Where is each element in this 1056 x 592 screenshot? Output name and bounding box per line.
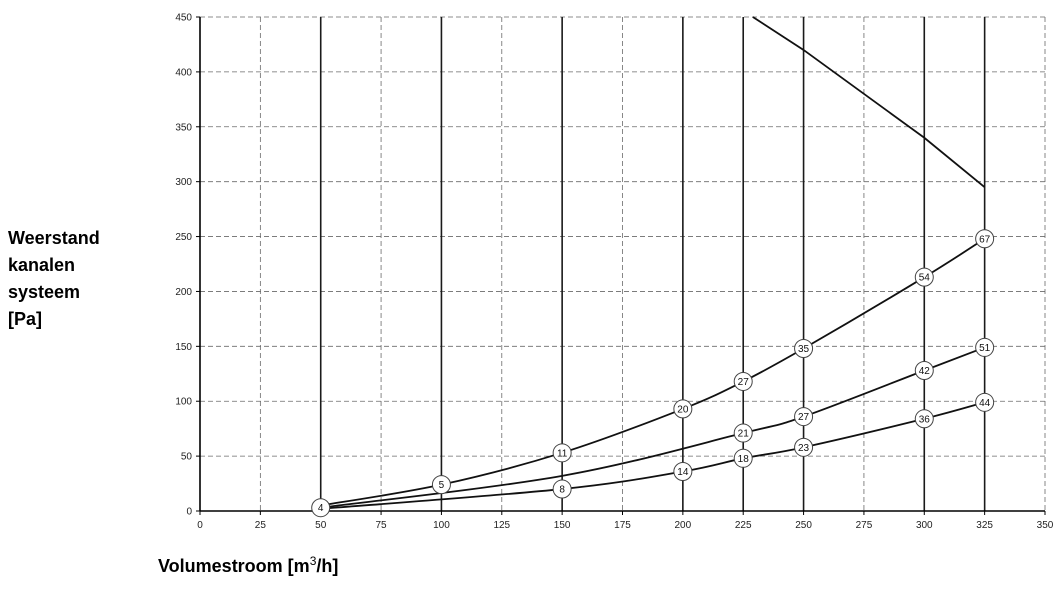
marker-label: 11 <box>557 448 568 459</box>
series-lines <box>320 237 986 510</box>
marker-circle <box>914 360 934 380</box>
x-tick-label-0: 0 <box>197 520 203 531</box>
marker-3: 11 <box>552 443 572 463</box>
value-markers: 4 5 11 20 27 35 54 67 21 27 42 51 8 14 18 23 36 44 <box>311 229 995 518</box>
marker-circle <box>914 267 934 287</box>
marker-2: 5 <box>431 475 451 495</box>
marker-label: 21 <box>738 429 750 440</box>
series-line-3 <box>320 401 985 510</box>
vertical-flow-lines <box>319 17 986 511</box>
tick-labels: 0 25 50 75 100 125 150 175 200 225 250 275 300 325 350… <box>175 13 1053 532</box>
x-axis-label: Volumestroom [m3/h] <box>158 554 338 577</box>
marker-circle <box>914 409 934 429</box>
x-tick-label-75: 75 <box>376 520 388 531</box>
marker-label: 44 <box>979 398 991 409</box>
marker-10: 27 <box>794 407 814 427</box>
x-axis-label-main: Volumestroom [m <box>158 556 310 576</box>
marker-label: 20 <box>677 404 689 415</box>
marker-label: 51 <box>979 343 991 354</box>
marker-label: 23 <box>798 443 810 454</box>
x-tick-label-225: 225 <box>735 520 752 531</box>
y-tick-label-150: 150 <box>175 342 192 353</box>
marker-9: 21 <box>733 423 753 443</box>
x-tick-label-275: 275 <box>856 520 873 531</box>
marker-label: 14 <box>677 467 689 478</box>
y-tick-label-400: 400 <box>175 67 192 78</box>
marker-circle <box>794 339 814 359</box>
marker-label: 4 <box>318 503 324 514</box>
marker-label: 27 <box>738 377 750 388</box>
marker-circle <box>673 461 693 481</box>
y-tick-label-300: 300 <box>175 177 192 188</box>
y-tick-label-350: 350 <box>175 122 192 133</box>
y-tick-label-50: 50 <box>181 452 193 463</box>
y-axis-label: Weerstand kanalen systeem [Pa] <box>8 225 148 333</box>
y-tick-label-100: 100 <box>175 397 192 408</box>
marker-label: 67 <box>979 234 991 245</box>
marker-circle <box>733 371 753 391</box>
grid <box>200 16 1046 511</box>
y-tick-label-200: 200 <box>175 287 192 298</box>
marker-18: 44 <box>975 392 995 412</box>
marker-4: 20 <box>673 399 693 419</box>
marker-circle <box>794 437 814 457</box>
marker-circle <box>673 399 693 419</box>
marker-12: 51 <box>975 337 995 357</box>
marker-circle <box>794 407 814 427</box>
x-tick-label-250: 250 <box>795 520 812 531</box>
marker-label: 8 <box>559 485 565 496</box>
x-tick-label-200: 200 <box>675 520 692 531</box>
marker-17: 36 <box>914 409 934 429</box>
marker-label: 36 <box>919 414 931 425</box>
x-tick-label-350: 350 <box>1037 520 1054 531</box>
axes <box>196 16 1046 515</box>
series-line-1 <box>320 237 986 507</box>
marker-13: 8 <box>552 479 572 499</box>
marker-circle <box>975 392 995 412</box>
y-axis-label-line-3: systeem <box>8 282 81 302</box>
y-tick-label-250: 250 <box>175 232 192 243</box>
x-tick-label-175: 175 <box>614 520 631 531</box>
y-tick-label-0: 0 <box>186 507 192 518</box>
limit-line <box>752 16 986 188</box>
marker-circle <box>311 498 331 518</box>
marker-circle <box>733 423 753 443</box>
marker-7: 54 <box>914 267 934 287</box>
marker-circle <box>733 448 753 468</box>
marker-label: 27 <box>798 412 810 423</box>
marker-6: 35 <box>794 339 814 359</box>
marker-5: 27 <box>733 371 753 391</box>
marker-15: 18 <box>733 448 753 468</box>
x-tick-label-125: 125 <box>493 520 510 531</box>
marker-circle <box>552 443 572 463</box>
marker-circle <box>975 337 995 357</box>
x-tick-label-100: 100 <box>433 520 450 531</box>
marker-label: 35 <box>798 344 810 355</box>
marker-16: 23 <box>794 437 814 457</box>
marker-label: 18 <box>738 454 750 465</box>
marker-label: 54 <box>919 273 931 284</box>
marker-circle <box>431 475 451 495</box>
y-axis-label-line-2: kanalen <box>8 255 76 275</box>
marker-11: 42 <box>914 360 934 380</box>
marker-label: 5 <box>439 480 445 491</box>
x-tick-label-300: 300 <box>916 520 933 531</box>
x-tick-label-150: 150 <box>554 520 571 531</box>
limit-line-path <box>752 16 986 188</box>
x-tick-label-325: 325 <box>976 520 993 531</box>
marker-label: 42 <box>919 366 931 377</box>
x-tick-label-50: 50 <box>315 520 327 531</box>
marker-14: 14 <box>673 461 693 481</box>
marker-circle <box>552 479 572 499</box>
y-tick-label-450: 450 <box>175 13 192 24</box>
marker-8: 67 <box>975 229 995 249</box>
y-axis-label-line-1: Weerstand <box>8 228 100 248</box>
marker-1: 4 <box>311 498 331 518</box>
marker-circle <box>975 229 995 249</box>
x-tick-label-25: 25 <box>255 520 267 531</box>
x-axis-label-tail: /h] <box>316 556 339 576</box>
y-axis-label-line-4: [Pa] <box>8 309 43 329</box>
x-axis-label-superscript: 3 <box>309 554 317 568</box>
